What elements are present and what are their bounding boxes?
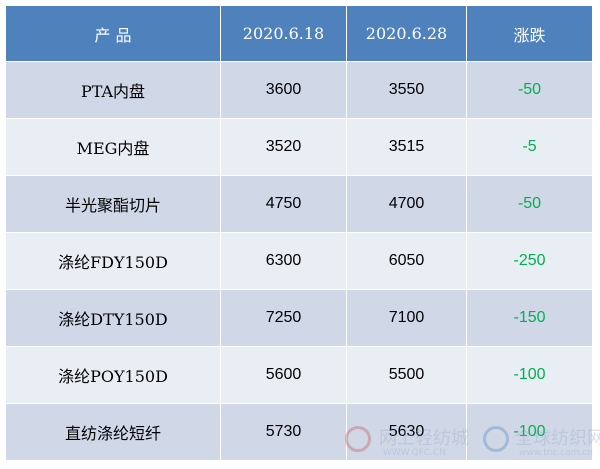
table-row: 涤纶FDY150D 6300 6050 -250 (5, 232, 593, 290)
price-change: -5 (466, 118, 593, 176)
price-change: -50 (466, 175, 593, 233)
price-date-1: 6300 (220, 232, 347, 290)
price-change: -50 (466, 61, 593, 119)
price-date-1: 4750 (220, 175, 347, 233)
price-date-1: 3520 (220, 118, 347, 176)
table-row: 涤纶DTY150D 7250 7100 -150 (5, 289, 593, 347)
price-change: -100 (466, 403, 593, 461)
table-row: MEG内盘 3520 3515 -5 (5, 118, 593, 176)
price-change: -250 (466, 232, 593, 290)
product-name: PTA内盘 (5, 61, 221, 119)
header-date-1: 2020.6.18 (220, 5, 347, 62)
price-change: -150 (466, 289, 593, 347)
table-row: 直纺涤纶短纤 5730 5630 -100 (5, 403, 593, 461)
price-date-2: 3550 (346, 61, 467, 119)
price-change: -100 (466, 346, 593, 404)
product-name: 涤纶FDY150D (5, 232, 221, 290)
price-date-2: 6050 (346, 232, 467, 290)
table-row: 涤纶POY150D 5600 5500 -100 (5, 346, 593, 404)
price-date-1: 5600 (220, 346, 347, 404)
price-table: 产 品 2020.6.18 2020.6.28 涨跌 PTA内盘 3600 35… (5, 5, 593, 461)
price-date-2: 7100 (346, 289, 467, 347)
product-name: 涤纶POY150D (5, 346, 221, 404)
price-date-2: 3515 (346, 118, 467, 176)
product-name: MEG内盘 (5, 118, 221, 176)
header-row: 产 品 2020.6.18 2020.6.28 涨跌 (5, 5, 593, 62)
product-name: 半光聚酯切片 (5, 175, 221, 233)
table-row: 半光聚酯切片 4750 4700 -50 (5, 175, 593, 233)
header-product: 产 品 (5, 5, 221, 62)
price-date-1: 5730 (220, 403, 347, 461)
product-name: 涤纶DTY150D (5, 289, 221, 347)
product-name: 直纺涤纶短纤 (5, 403, 221, 461)
price-date-2: 4700 (346, 175, 467, 233)
table-row: PTA内盘 3600 3550 -50 (5, 61, 593, 119)
header-date-2: 2020.6.28 (346, 5, 467, 62)
price-date-2: 5630 (346, 403, 467, 461)
price-date-1: 3600 (220, 61, 347, 119)
header-change: 涨跌 (466, 5, 593, 62)
price-date-2: 5500 (346, 346, 467, 404)
price-date-1: 7250 (220, 289, 347, 347)
